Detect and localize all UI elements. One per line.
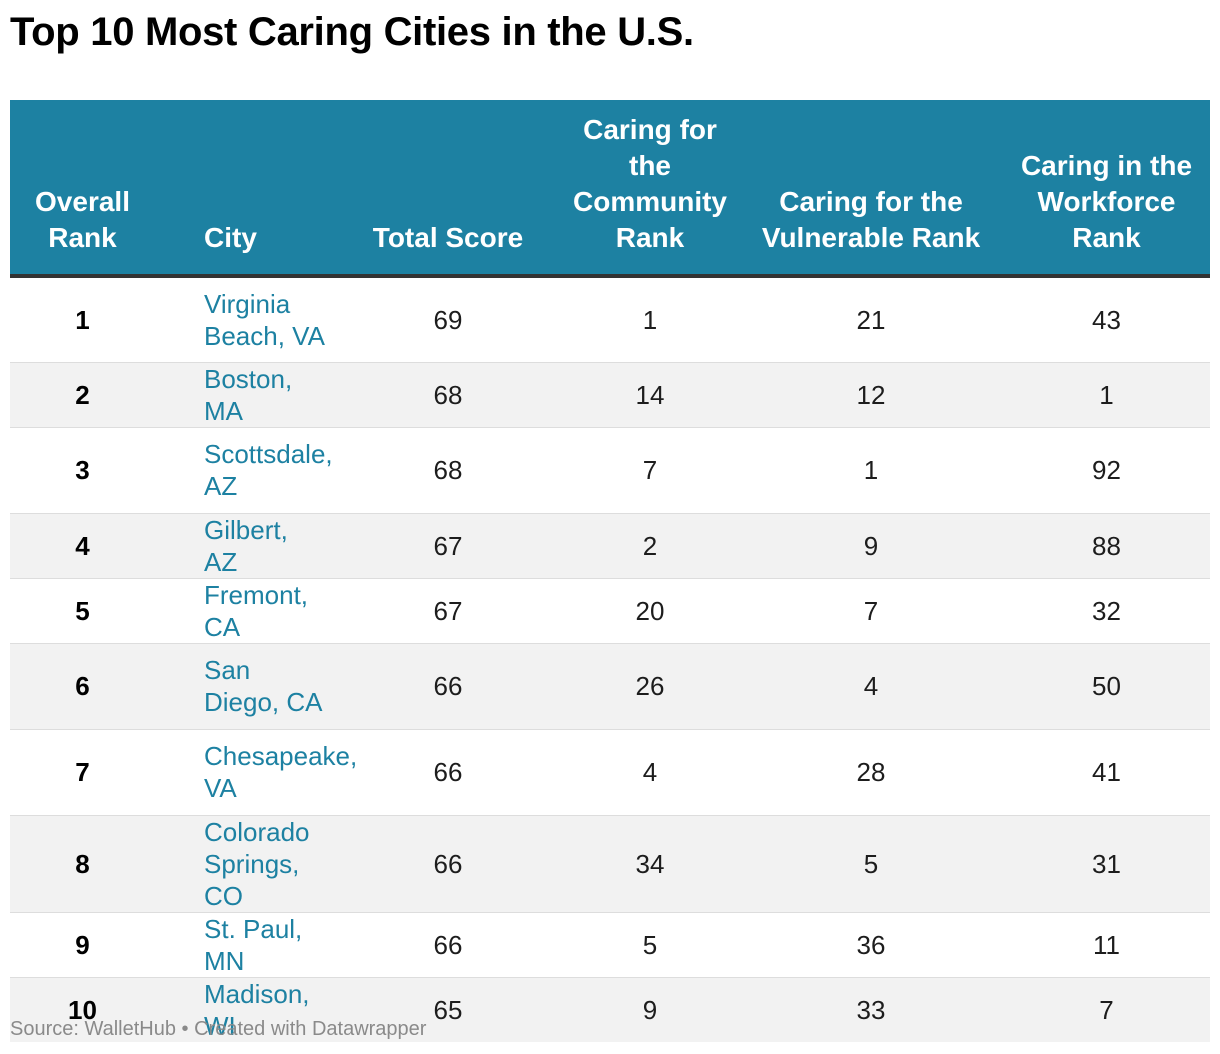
vulnerable-rank-cell: 12 <box>739 362 1003 428</box>
vulnerable-rank-cell: 28 <box>739 729 1003 816</box>
total-score-cell: 66 <box>335 815 561 913</box>
table-row: 4 Gilbert, AZ 67 2 9 88 <box>10 513 1210 579</box>
source-note: Source: WalletHub • Created with Datawra… <box>10 1018 427 1040</box>
overall-rank-cell: 2 <box>10 362 155 428</box>
table-row: 7 Chesapeake, VA 66 4 28 41 <box>10 729 1210 816</box>
workforce-rank-cell: 32 <box>1003 578 1210 644</box>
header-community-rank: Caring for the Community Rank <box>561 100 739 278</box>
workforce-rank-cell: 50 <box>1003 643 1210 730</box>
community-rank-cell: 4 <box>561 729 739 816</box>
community-rank-cell: 14 <box>561 362 739 428</box>
table-row: 10 Madison, WI 65 9 33 7 <box>10 977 1210 1042</box>
city-cell[interactable]: Boston, MA <box>155 362 335 428</box>
header-city: City <box>155 100 335 278</box>
table-row: 1 Virginia Beach, VA 69 1 21 43 <box>10 276 1210 363</box>
overall-rank-cell: 10 <box>68 994 97 1025</box>
community-rank-cell: 34 <box>561 815 739 913</box>
vulnerable-rank-cell: 36 <box>739 912 1003 978</box>
total-score-cell: 66 <box>335 729 561 816</box>
overall-rank-cell: 1 <box>10 276 155 363</box>
city-cell[interactable]: Madison, WI <box>204 978 310 1041</box>
city-cell[interactable]: Virginia Beach, VA <box>155 276 335 363</box>
table-row: 9 St. Paul, MN 66 5 36 11 <box>10 912 1210 978</box>
total-score-cell: 67 <box>335 513 561 579</box>
vulnerable-rank-cell: 33 <box>856 994 886 1025</box>
total-score-cell: 68 <box>335 362 561 428</box>
community-rank-cell: 26 <box>561 643 739 730</box>
chart-title: Top 10 Most Caring Cities in the U.S. <box>10 10 694 54</box>
overall-rank-cell: 4 <box>10 513 155 579</box>
city-cell[interactable]: Gilbert, AZ <box>155 513 335 579</box>
community-rank-cell: 1 <box>561 276 739 363</box>
city-cell[interactable]: Chesapeake, VA <box>155 729 357 816</box>
total-score-cell: 69 <box>335 276 561 363</box>
table-body: 1 Virginia Beach, VA 69 1 21 43 2 Boston… <box>10 276 1210 1042</box>
city-cell[interactable]: Colorado Springs, CO <box>155 815 335 913</box>
city-cell[interactable]: San Diego, CA <box>155 643 335 730</box>
community-rank-cell: 9 <box>642 994 658 1025</box>
city-cell[interactable]: St. Paul, MN <box>155 912 335 978</box>
rankings-table: Overall Rank City Total Score Caring for… <box>10 100 1210 1042</box>
table-row: 6 San Diego, CA 66 26 4 50 <box>10 643 1210 730</box>
community-rank-cell: 7 <box>561 427 739 514</box>
vulnerable-rank-cell: 4 <box>739 643 1003 730</box>
total-score-cell: 67 <box>335 578 561 644</box>
header-overall-rank: Overall Rank <box>10 100 155 278</box>
overall-rank-cell: 9 <box>10 912 155 978</box>
header-vulnerable-rank: Caring for the Vulnerable Rank <box>739 100 1003 278</box>
total-score-cell: 66 <box>335 912 561 978</box>
workforce-rank-cell: 92 <box>1003 427 1210 514</box>
vulnerable-rank-cell: 9 <box>739 513 1003 579</box>
vulnerable-rank-cell: 1 <box>739 427 1003 514</box>
overall-rank-cell: 3 <box>10 427 155 514</box>
table-header-row: Overall Rank City Total Score Caring for… <box>10 100 1210 278</box>
total-score-cell: 68 <box>335 427 561 514</box>
header-workforce-rank: Caring in the Workforce Rank <box>1003 100 1210 278</box>
total-score-cell: 65 <box>433 994 463 1025</box>
vulnerable-rank-cell: 21 <box>739 276 1003 363</box>
workforce-rank-cell: 11 <box>1003 912 1210 978</box>
vulnerable-rank-cell: 5 <box>739 815 1003 913</box>
table-row: 8 Colorado Springs, CO 66 34 5 31 <box>10 815 1210 913</box>
total-score-cell: 66 <box>335 643 561 730</box>
city-cell[interactable]: Scottsdale, AZ <box>155 427 335 514</box>
overall-rank-cell: 6 <box>10 643 155 730</box>
overall-rank-cell: 5 <box>10 578 155 644</box>
community-rank-cell: 5 <box>561 912 739 978</box>
overall-rank-cell: 8 <box>10 815 155 913</box>
table-row: 2 Boston, MA 68 14 12 1 <box>10 362 1210 428</box>
workforce-rank-cell: 31 <box>1003 815 1210 913</box>
workforce-rank-cell: 43 <box>1003 276 1210 363</box>
header-total-score: Total Score <box>335 100 561 278</box>
community-rank-cell: 20 <box>561 578 739 644</box>
table-row: 3 Scottsdale, AZ 68 7 1 92 <box>10 427 1210 514</box>
table-row: 5 Fremont, CA 67 20 7 32 <box>10 578 1210 644</box>
workforce-rank-cell: 41 <box>1003 729 1210 816</box>
community-rank-cell: 2 <box>561 513 739 579</box>
workforce-rank-cell: 7 <box>1099 994 1114 1025</box>
workforce-rank-cell: 88 <box>1003 513 1210 579</box>
vulnerable-rank-cell: 7 <box>739 578 1003 644</box>
city-cell[interactable]: Fremont, CA <box>155 578 335 644</box>
overall-rank-cell: 7 <box>10 729 155 816</box>
workforce-rank-cell: 1 <box>1003 362 1210 428</box>
